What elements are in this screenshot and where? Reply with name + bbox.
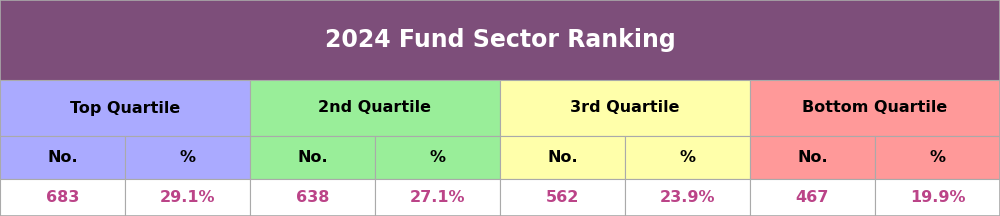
Bar (625, 136, 750, 179)
Bar (250, 136, 375, 179)
Text: 3rd Quartile: 3rd Quartile (570, 100, 680, 116)
Text: %: % (680, 150, 696, 165)
Text: 29.1%: 29.1% (160, 190, 215, 205)
Text: %: % (930, 150, 946, 165)
Bar (0, 80, 250, 136)
Bar (625, 179, 750, 216)
Bar (0, 136, 125, 179)
Text: 23.9%: 23.9% (660, 190, 715, 205)
Text: No.: No. (47, 150, 78, 165)
Bar (0, 0, 1000, 80)
Text: 2nd Quartile: 2nd Quartile (318, 100, 432, 116)
Bar (250, 179, 375, 216)
Text: 683: 683 (46, 190, 79, 205)
Text: 27.1%: 27.1% (410, 190, 465, 205)
Text: No.: No. (297, 150, 328, 165)
Text: No.: No. (797, 150, 828, 165)
Bar (875, 136, 1000, 179)
Text: %: % (430, 150, 446, 165)
Bar (375, 136, 500, 179)
Bar (375, 179, 500, 216)
Text: 2024 Fund Sector Ranking: 2024 Fund Sector Ranking (325, 28, 675, 52)
Text: Top Quartile: Top Quartile (70, 100, 180, 116)
Bar (0, 179, 125, 216)
Bar (125, 179, 250, 216)
Bar (125, 136, 250, 179)
Bar (500, 80, 750, 136)
Text: 638: 638 (296, 190, 329, 205)
Text: %: % (180, 150, 196, 165)
Bar (250, 80, 500, 136)
Bar (750, 136, 875, 179)
Bar (500, 136, 625, 179)
Text: Bottom Quartile: Bottom Quartile (802, 100, 948, 116)
Bar (750, 179, 875, 216)
Text: 562: 562 (546, 190, 579, 205)
Bar (500, 179, 625, 216)
Text: 467: 467 (796, 190, 829, 205)
Text: No.: No. (547, 150, 578, 165)
Bar (875, 179, 1000, 216)
Bar (750, 80, 1000, 136)
Bar (0, 179, 1000, 216)
Text: 19.9%: 19.9% (910, 190, 965, 205)
